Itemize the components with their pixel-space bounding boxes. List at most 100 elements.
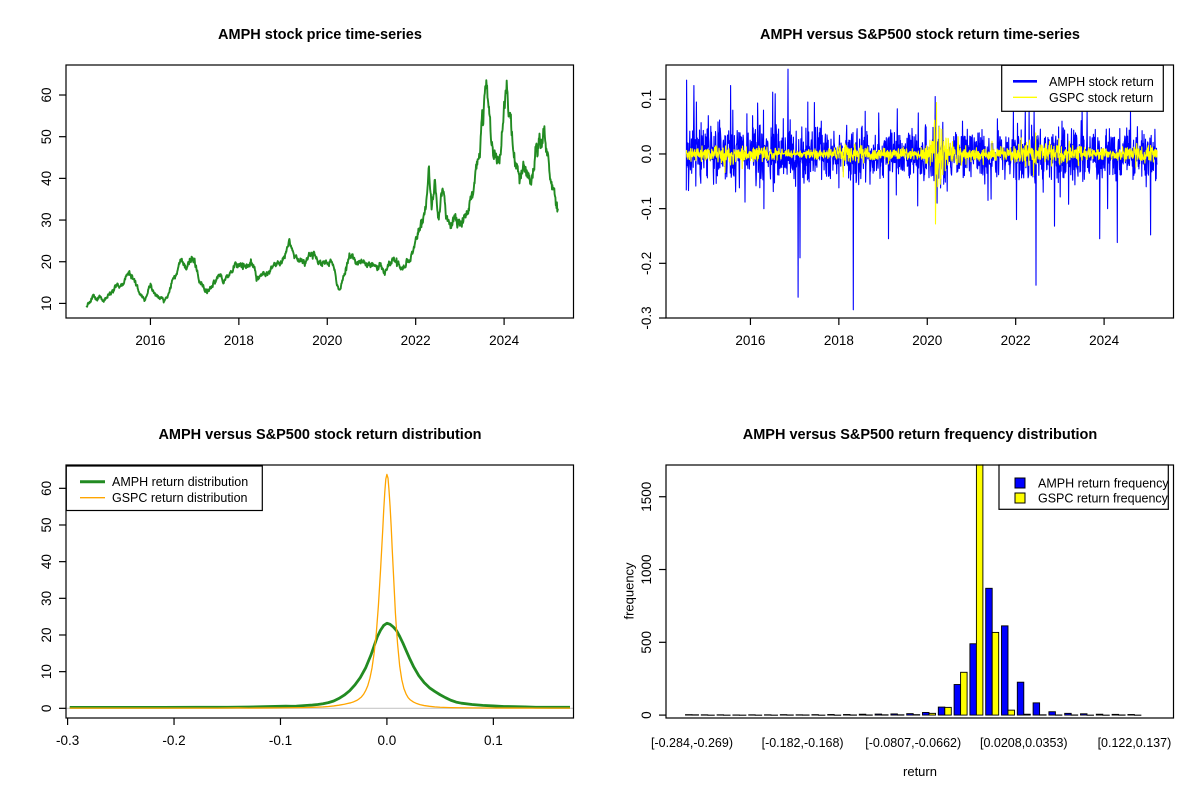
legend-label: GSPC stock return: [1049, 91, 1153, 105]
y-tick-label: 40: [39, 171, 54, 186]
y-tick-label: 20: [39, 254, 54, 269]
y-tick-label: 0.1: [639, 90, 654, 109]
bar: [991, 631, 1000, 716]
bar: [1048, 711, 1056, 716]
plot-box: [665, 64, 1175, 319]
bar: [1016, 681, 1025, 716]
return-timeseries-chart: 2016 2018 2020 2022 2024 0.1 0.0 -0.1 -0.2 -0.3 AM…: [639, 64, 1175, 348]
bar: [1080, 713, 1088, 716]
legend-label: AMPH stock return: [1049, 75, 1154, 89]
price-chart-title: AMPH stock price time-series: [218, 27, 422, 43]
x-tick-label: 2022: [1001, 333, 1031, 348]
panel-return-frequency: AMPH versus S&P500 return frequency dist…: [600, 400, 1200, 800]
y-tick-label: 0: [639, 711, 654, 719]
x-tick-label: -0.1: [269, 733, 292, 748]
panel-price-timeseries: AMPH stock price time-series 2016 2018 202…: [0, 0, 600, 400]
x-axis-label-return: return: [903, 764, 937, 779]
y-tick-label: 1000: [639, 554, 654, 584]
panel-return-timeseries: AMPH versus S&P500 stock return time-ser…: [600, 0, 1200, 400]
bar: [944, 706, 952, 716]
x-tick-label: 2024: [1089, 333, 1120, 348]
bar: [953, 684, 962, 716]
bar: [1111, 713, 1120, 716]
bar: [890, 713, 898, 716]
return-distribution-chart: -0.3 -0.2 -0.1 0.0 0.1 0 10 20 30 40 50 60 AMPH retu…: [39, 464, 575, 748]
series-gspc-stock-return: [685, 102, 1158, 225]
y-tick-label: 0: [39, 705, 54, 713]
bar: [922, 712, 930, 716]
legend-label: GSPC return frequency: [1038, 492, 1169, 506]
x-tick-label: 2020: [912, 333, 942, 348]
y-tick-label: 0.0: [639, 145, 654, 164]
series-amph-stock-price: [85, 79, 559, 308]
y-tick-label: -0.3: [639, 306, 654, 329]
series-group: [85, 79, 559, 308]
y-tick-label: 10: [39, 664, 54, 679]
bar: [1064, 712, 1072, 716]
series-group: [685, 68, 1158, 311]
plot-box: [65, 464, 575, 719]
x-tick-label: 2020: [312, 333, 342, 348]
return-frequency-chart: [-0.284,-0.269) [-0.182,-0.168) [-0.0807,-…: [639, 464, 1175, 750]
bar: [1095, 713, 1104, 716]
x-bin-label: [-0.182,-0.168): [762, 736, 844, 750]
x-tick-label: -0.2: [162, 733, 185, 748]
bar: [1127, 714, 1135, 716]
plot-box: [665, 464, 1175, 719]
series-group: [69, 473, 570, 709]
series-gspc-return-frequency: [691, 464, 1142, 716]
x-tick-label: 0.0: [378, 733, 397, 748]
legend-box: [1001, 64, 1164, 112]
y-tick-label: -0.1: [639, 197, 654, 220]
x-bin-label: [-0.0807,-0.0662): [865, 736, 961, 750]
y-tick-label: 50: [39, 129, 54, 144]
legend-box-sample: [1014, 492, 1026, 504]
bar: [827, 714, 835, 716]
price-timeseries-chart: 2016 2018 2020 2022 2024 10 20 30 40 50 60: [39, 64, 575, 348]
bar: [985, 587, 993, 716]
x-tick-label: 0.1: [484, 733, 503, 748]
x-tick-label: 2018: [224, 333, 254, 348]
plot-box: [65, 64, 575, 319]
bar: [975, 464, 984, 716]
y-tick-label: 50: [39, 517, 54, 532]
y-tick-label: 10: [39, 296, 54, 311]
y-tick-label: 20: [39, 627, 54, 642]
bar: [937, 706, 946, 716]
y-tick-label: 30: [39, 213, 54, 228]
x-bin-label: [-0.284,-0.269): [651, 736, 733, 750]
series-group: [685, 464, 1142, 716]
bar: [874, 713, 883, 716]
legend-box: [65, 465, 263, 512]
bar: [1001, 625, 1009, 716]
return-frequency-title: AMPH versus S&P500 return frequency dist…: [742, 427, 1098, 443]
x-tick-label: 2024: [489, 333, 520, 348]
bar: [906, 713, 914, 716]
bar: [960, 671, 968, 716]
series-gspc-return-distribution: [69, 473, 570, 709]
legend-label: GSPC return distribution: [112, 491, 248, 505]
x-bin-label: [0.122,0.137): [1098, 736, 1172, 750]
x-tick-label: 2016: [135, 333, 165, 348]
y-tick-label: 30: [39, 591, 54, 606]
x-tick-label: 2016: [735, 333, 765, 348]
legend-label: AMPH return frequency: [1038, 477, 1169, 491]
legend: AMPH return distribution GSPC return dist…: [65, 465, 263, 512]
legend-box: [998, 464, 1169, 510]
y-tick-label: 60: [39, 87, 54, 102]
x-tick-label: -0.3: [56, 733, 79, 748]
x-tick-label: 2022: [401, 333, 431, 348]
y-tick-label: 1500: [639, 482, 654, 512]
bar: [843, 714, 851, 716]
y-tick-label: -0.2: [639, 252, 654, 275]
bar: [969, 643, 977, 716]
x-bin-label: [0.0208,0.0353): [980, 736, 1068, 750]
return-distribution-title: AMPH versus S&P500 stock return distribu…: [158, 427, 482, 443]
series-amph-return-frequency: [685, 587, 1135, 716]
y-tick-label: 60: [39, 481, 54, 496]
bar: [1032, 702, 1041, 716]
legend: AMPH stock return GSPC stock return: [1001, 64, 1164, 112]
y-tick-label: 40: [39, 554, 54, 569]
legend-box-sample: [1014, 477, 1026, 489]
